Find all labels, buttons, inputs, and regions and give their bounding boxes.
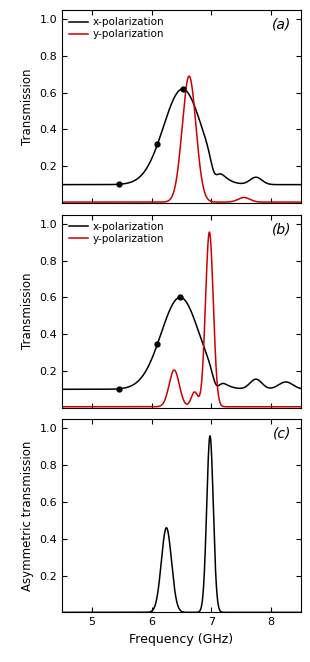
x-polarization: [162, 121, 166, 129]
Line: y-polarization: y-polarization: [62, 76, 301, 202]
y-polarization: [87, 198, 91, 206]
x-polarization: [152, 150, 155, 158]
y-polarization: [187, 72, 191, 80]
Text: (a): (a): [272, 18, 291, 32]
y-polarization: [268, 402, 272, 410]
x-polarization: [152, 351, 155, 359]
Line: x-polarization: x-polarization: [62, 89, 301, 185]
x-polarization: [178, 293, 182, 301]
x-polarization: [294, 383, 298, 391]
Text: (b): (b): [272, 222, 291, 236]
x-polarization: [102, 181, 105, 189]
y-polarization: [102, 402, 105, 410]
y-polarization: [60, 402, 64, 410]
x-polarization: [294, 181, 298, 189]
y-polarization: [299, 402, 303, 410]
y-polarization: [294, 402, 298, 410]
x-polarization: [181, 85, 184, 93]
Y-axis label: Asymmetric transmission: Asymmetric transmission: [21, 441, 34, 591]
Line: y-polarization: y-polarization: [62, 232, 301, 406]
x-polarization: [162, 321, 166, 329]
x-polarization: [60, 181, 64, 189]
Y-axis label: Transmission: Transmission: [21, 273, 34, 350]
x-polarization: [87, 385, 91, 393]
x-polarization: [268, 384, 272, 392]
y-polarization: [294, 198, 298, 206]
Line: x-polarization: x-polarization: [62, 297, 301, 389]
Legend: x-polarization, y-polarization: x-polarization, y-polarization: [67, 15, 166, 42]
y-polarization: [268, 198, 272, 206]
y-polarization: [299, 198, 303, 206]
x-polarization: [60, 385, 64, 393]
y-polarization: [60, 198, 64, 206]
x-polarization: [87, 181, 91, 189]
Y-axis label: Transmission: Transmission: [21, 68, 34, 145]
y-polarization: [87, 402, 91, 410]
y-polarization: [102, 198, 105, 206]
y-polarization: [162, 198, 166, 206]
x-polarization: [299, 385, 303, 393]
y-polarization: [162, 398, 166, 406]
Legend: x-polarization, y-polarization: x-polarization, y-polarization: [67, 220, 166, 246]
y-polarization: [152, 198, 155, 206]
x-polarization: [299, 181, 303, 189]
x-polarization: [102, 385, 105, 393]
X-axis label: Frequency (GHz): Frequency (GHz): [129, 633, 233, 645]
x-polarization: [268, 180, 272, 188]
y-polarization: [152, 402, 155, 410]
Text: (c): (c): [273, 427, 291, 441]
y-polarization: [208, 228, 211, 236]
